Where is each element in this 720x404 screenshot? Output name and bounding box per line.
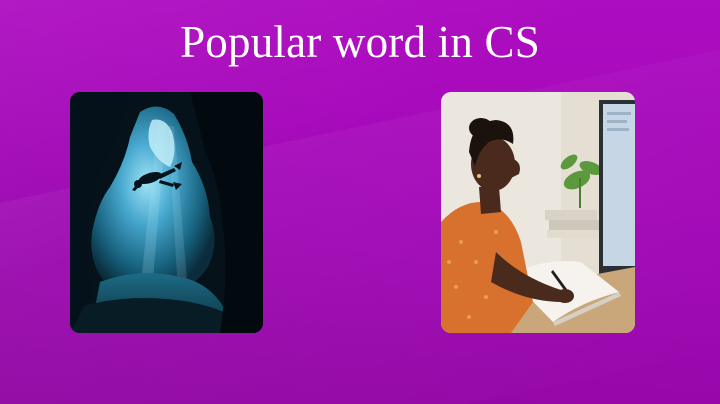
slide-title: Popular word in CS	[180, 17, 540, 67]
cave-diver-image	[70, 92, 263, 333]
person-at-desk-photo	[441, 92, 635, 333]
cave-diver-photo	[70, 92, 263, 333]
plant	[560, 154, 603, 208]
person-at-desk-image	[441, 92, 635, 333]
diver-silhouette	[132, 162, 182, 191]
